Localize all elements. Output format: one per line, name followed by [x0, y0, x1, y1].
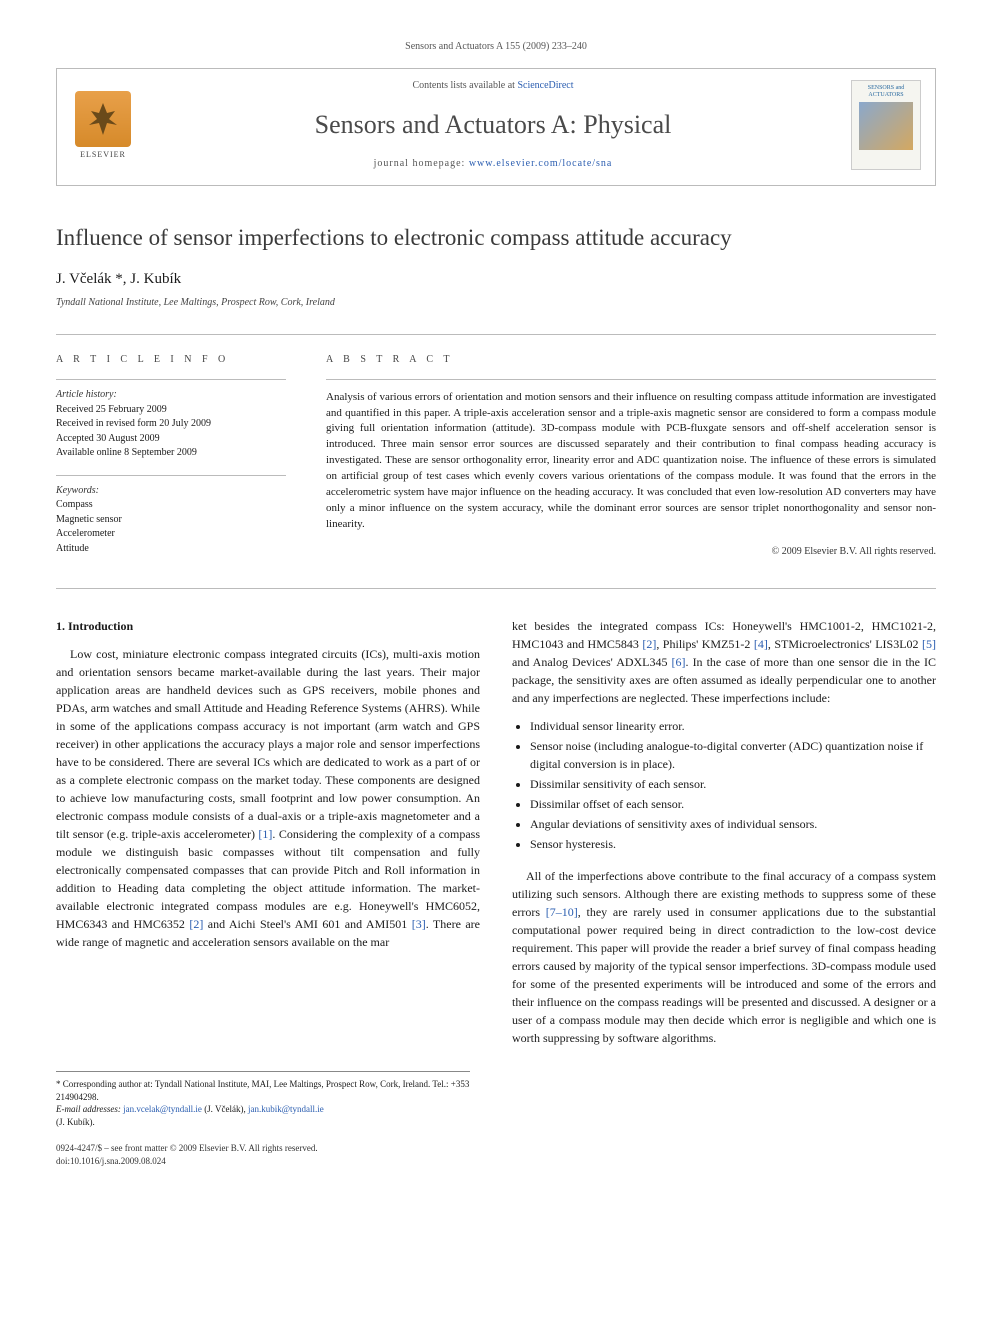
keyword: Attitude	[56, 542, 286, 557]
info-abstract-row: A R T I C L E I N F O Article history: R…	[56, 353, 936, 571]
journal-homepage-line: journal homepage: www.elsevier.com/locat…	[153, 157, 833, 171]
journal-cover-title: SENSORS and ACTUATORS	[856, 85, 916, 98]
article-info-column: A R T I C L E I N F O Article history: R…	[56, 353, 286, 571]
imperfections-list: Individual sensor linearity error. Senso…	[512, 717, 936, 853]
contents-prefix: Contents lists available at	[412, 80, 517, 91]
email-2-paren: (J. Kubík).	[56, 1116, 470, 1129]
intro-paragraph-left: Low cost, miniature electronic compass i…	[56, 645, 480, 951]
keyword: Accelerometer	[56, 527, 286, 542]
journal-homepage-link[interactable]: www.elsevier.com/locate/sna	[469, 158, 613, 169]
right-column: ket besides the integrated compass ICs: …	[512, 617, 936, 1047]
keywords-label: Keywords:	[56, 484, 286, 499]
list-item: Dissimilar offset of each sensor.	[530, 795, 936, 813]
email-link-2[interactable]: jan.kubik@tyndall.ie	[248, 1104, 324, 1114]
journal-name: Sensors and Actuators A: Physical	[153, 107, 833, 143]
intro-paragraph-right-2: All of the imperfections above contribut…	[512, 867, 936, 1047]
article-title: Influence of sensor imperfections to ele…	[56, 222, 936, 254]
history-accepted: Accepted 30 August 2009	[56, 432, 286, 447]
running-header: Sensors and Actuators A 155 (2009) 233–2…	[56, 40, 936, 54]
citation-link[interactable]: [3]	[412, 917, 426, 931]
journal-cover-thumbnail: SENSORS and ACTUATORS	[851, 80, 921, 170]
affiliation: Tyndall National Institute, Lee Maltings…	[56, 296, 936, 310]
history-received: Received 25 February 2009	[56, 403, 286, 418]
citation-link[interactable]: [5]	[922, 637, 936, 651]
citation-link[interactable]: [7–10]	[546, 905, 578, 919]
list-item: Sensor noise (including analogue-to-digi…	[530, 737, 936, 773]
history-online: Available online 8 September 2009	[56, 446, 286, 461]
elsevier-wordmark: ELSEVIER	[80, 149, 126, 160]
abstract-column: A B S T R A C T Analysis of various erro…	[326, 353, 936, 571]
journal-header-box: ELSEVIER Contents lists available at Sci…	[56, 68, 936, 186]
journal-header-center: Contents lists available at ScienceDirec…	[153, 79, 833, 171]
abstract-text: Analysis of various errors of orientatio…	[326, 390, 936, 533]
homepage-prefix: journal homepage:	[374, 158, 469, 169]
elsevier-logo: ELSEVIER	[71, 89, 135, 161]
elsevier-tree-icon	[75, 91, 131, 147]
article-history-label: Article history:	[56, 388, 286, 403]
list-item: Individual sensor linearity error.	[530, 717, 936, 735]
keyword: Magnetic sensor	[56, 513, 286, 528]
section-1-heading: 1. Introduction	[56, 617, 480, 635]
article-info-label: A R T I C L E I N F O	[56, 353, 286, 368]
citation-link[interactable]: [1]	[258, 827, 272, 841]
contents-available-line: Contents lists available at ScienceDirec…	[153, 79, 833, 93]
page-footer: 0924-4247/$ – see front matter © 2009 El…	[56, 1142, 936, 1167]
citation-link[interactable]: [6]	[672, 655, 686, 669]
divider-bottom	[56, 588, 936, 589]
corresponding-author-footnote: * Corresponding author at: Tyndall Natio…	[56, 1071, 470, 1128]
email-addresses: E-mail addresses: jan.vcelak@tyndall.ie …	[56, 1103, 470, 1128]
citation-link[interactable]: [2]	[642, 637, 656, 651]
info-divider-2	[56, 475, 286, 476]
divider-top	[56, 334, 936, 335]
abstract-divider	[326, 379, 936, 380]
email-1-paren: (J. Včelák),	[204, 1104, 248, 1114]
abstract-copyright: © 2009 Elsevier B.V. All rights reserved…	[326, 545, 936, 559]
footer-issn-line: 0924-4247/$ – see front matter © 2009 El…	[56, 1142, 936, 1155]
intro-paragraph-right-1: ket besides the integrated compass ICs: …	[512, 617, 936, 707]
citation-link[interactable]: [2]	[189, 917, 203, 931]
list-item: Sensor hysteresis.	[530, 835, 936, 853]
emails-label: E-mail addresses:	[56, 1104, 123, 1114]
sciencedirect-link[interactable]: ScienceDirect	[517, 80, 573, 91]
corresponding-author-text: * Corresponding author at: Tyndall Natio…	[56, 1078, 470, 1103]
body-columns: 1. Introduction Low cost, miniature elec…	[56, 617, 936, 1047]
email-link-1[interactable]: jan.vcelak@tyndall.ie	[123, 1104, 202, 1114]
authors: J. Včelák *, J. Kubík	[56, 269, 936, 290]
citation-link[interactable]: [4]	[754, 637, 768, 651]
info-divider-1	[56, 379, 286, 380]
footer-doi-line: doi:10.1016/j.sna.2009.08.024	[56, 1155, 936, 1168]
abstract-label: A B S T R A C T	[326, 353, 936, 367]
history-revised: Received in revised form 20 July 2009	[56, 417, 286, 432]
list-item: Angular deviations of sensitivity axes o…	[530, 815, 936, 833]
journal-cover-image	[859, 102, 913, 150]
left-column: 1. Introduction Low cost, miniature elec…	[56, 617, 480, 1047]
keyword: Compass	[56, 498, 286, 513]
list-item: Dissimilar sensitivity of each sensor.	[530, 775, 936, 793]
